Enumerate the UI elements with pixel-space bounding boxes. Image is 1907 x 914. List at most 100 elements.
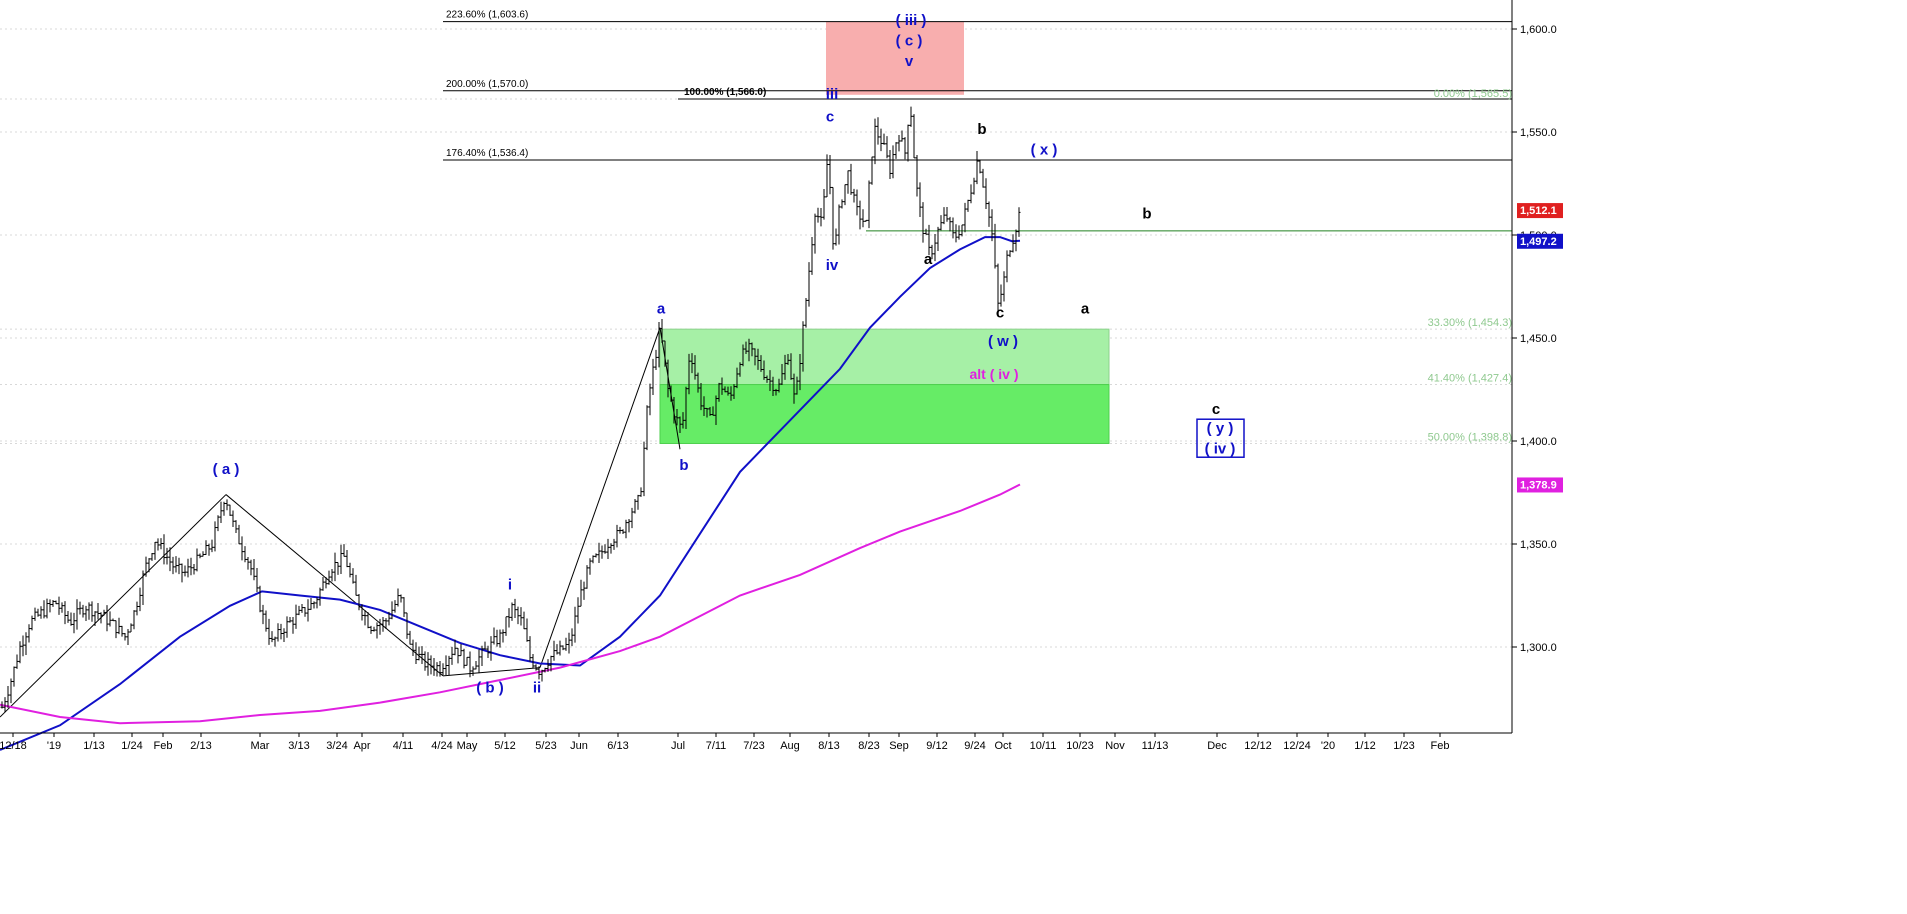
price-bar: [786, 354, 790, 365]
price-bar: [933, 234, 937, 262]
price-bar: [615, 524, 619, 548]
price-bar: [120, 625, 124, 637]
date-tick-label-28: 10/23: [1066, 740, 1094, 752]
price-bar: [354, 574, 358, 596]
date-tick-label-13: 5/12: [494, 740, 515, 752]
price-bar: [642, 441, 646, 497]
trend-line-0: [0, 494, 227, 718]
price-bar: [135, 601, 139, 616]
price-bar: [774, 388, 778, 396]
price-tick-label-1: 1,350.0: [1520, 539, 1557, 551]
price-bar: [570, 628, 574, 647]
price-bar: [90, 601, 94, 622]
price-bar: [1008, 250, 1012, 258]
price-bar: [432, 657, 436, 676]
price-bar: [456, 647, 460, 664]
price-bar: [6, 686, 10, 708]
wave-label-17: alt ( iv ): [969, 366, 1018, 382]
price-bar: [963, 202, 967, 233]
price-bar: [756, 348, 760, 370]
price-bar: [924, 228, 928, 235]
price-bar: [48, 599, 52, 613]
price-bar: [552, 640, 556, 661]
date-tick-label-21: 8/13: [818, 740, 839, 752]
price-bar: [18, 641, 22, 664]
date-tick-label-30: 11/13: [1142, 740, 1169, 752]
price-bar: [168, 547, 172, 572]
date-tick-label-4: Feb: [154, 740, 173, 752]
price-bar: [99, 612, 103, 624]
price-bar: [840, 199, 844, 209]
price-bar: [3, 697, 7, 713]
price-bar: [846, 170, 850, 194]
price-bar: [675, 408, 679, 426]
price-chart: 223.60% (1,603.6) 200.00% (1,570.0) 176.40…: [0, 0, 1563, 752]
price-bar: [747, 338, 751, 362]
price-bar: [477, 649, 481, 674]
price-bar: [771, 376, 775, 397]
magenta-ma-badge-text: 1,378.9: [1520, 479, 1557, 491]
price-bar: [585, 565, 589, 589]
price-bar: [723, 386, 727, 393]
price-bar: [564, 637, 568, 651]
wave-label-3: ii: [533, 679, 541, 696]
price-bar: [315, 597, 319, 609]
price-bar: [441, 663, 445, 676]
date-tick-label-22: 8/23: [858, 740, 879, 752]
price-tick-label-6: 1,600.0: [1520, 24, 1557, 36]
price-bar: [171, 556, 175, 575]
price-bar: [891, 145, 895, 179]
price-bar: [465, 656, 469, 666]
price-bar: [174, 556, 178, 573]
wave-label-8: iv: [826, 257, 839, 274]
price-bar: [576, 597, 580, 624]
price-bar: [342, 544, 346, 557]
price-bar: [897, 134, 901, 152]
price-bar: [732, 384, 736, 399]
price-bar: [828, 154, 832, 195]
date-tick-label-36: 1/23: [1393, 740, 1414, 752]
price-bar: [900, 130, 904, 142]
price-bar: [549, 655, 553, 672]
price-bar: [1011, 234, 1015, 253]
price-bar: [123, 633, 127, 641]
price-bar: [528, 636, 532, 662]
price-bar: [918, 182, 922, 218]
target-zone-red: [826, 21, 964, 95]
price-bar: [669, 385, 673, 402]
wave-label-18: b: [1142, 206, 1151, 223]
trend-lines: [0, 327, 681, 718]
price-bar: [102, 609, 106, 616]
price-bar: [540, 669, 544, 682]
price-bar: [612, 538, 616, 550]
price-bar: [1005, 250, 1009, 283]
price-bar: [516, 606, 520, 625]
price-bar: [633, 499, 637, 514]
date-tick-label-23: Sep: [889, 740, 909, 752]
price-bar: [951, 217, 955, 239]
price-bar: [369, 625, 373, 634]
moving-average-line-1: [0, 483, 1021, 725]
price-bar: [186, 558, 190, 578]
price-bar: [108, 611, 112, 627]
price-bar: [591, 555, 595, 564]
price-bar: [237, 524, 241, 545]
price-bar: [294, 604, 298, 629]
price-bar: [201, 551, 205, 557]
price-bar: [219, 501, 223, 523]
price-bar: [267, 618, 271, 645]
price-bar: [972, 177, 976, 195]
price-bar: [153, 541, 157, 560]
price-bar: [78, 601, 82, 615]
price-bar: [537, 666, 541, 680]
price-bar: [945, 206, 949, 222]
price-bar: [60, 602, 64, 613]
price-bar: [288, 616, 292, 623]
last-price-badge-text: 1,512.1: [1520, 205, 1557, 217]
price-bar: [417, 646, 421, 661]
price-bar: [879, 128, 883, 152]
date-tick-label-0: 12/18: [0, 740, 27, 752]
price-bar: [474, 660, 478, 670]
price-bar: [807, 262, 811, 307]
trend-line-2: [442, 667, 541, 677]
